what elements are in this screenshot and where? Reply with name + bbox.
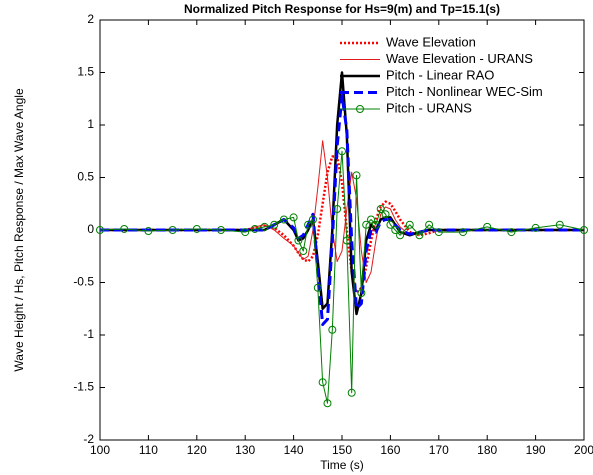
data-point — [386, 220, 395, 229]
data-point — [434, 228, 443, 237]
data-point — [333, 205, 342, 213]
data-point — [120, 224, 129, 233]
data-point — [415, 231, 424, 240]
legend-label: Pitch - URANS — [386, 100, 472, 115]
series-line — [100, 140, 584, 283]
x-tick-label: 100 — [90, 443, 110, 457]
data-point — [270, 220, 279, 229]
y-tick-label: -0.5 — [73, 275, 94, 289]
data-point — [555, 220, 564, 229]
x-tick-label: 130 — [235, 443, 255, 457]
legend-label: Pitch - Nonlinear WEC-Sim — [386, 84, 543, 99]
y-tick-label: 2 — [87, 12, 94, 26]
x-tick-label: 150 — [332, 443, 352, 457]
data-point — [342, 236, 351, 245]
series-line — [100, 94, 584, 326]
x-tick-label: 160 — [380, 443, 400, 457]
data-point — [323, 399, 332, 408]
x-tick-label: 120 — [187, 443, 207, 457]
data-point — [328, 325, 337, 334]
data-point — [381, 210, 390, 219]
data-point — [308, 215, 317, 224]
data-point — [299, 247, 308, 255]
data-point — [357, 289, 366, 297]
data-point — [531, 223, 540, 232]
data-point — [352, 171, 361, 180]
data-point — [367, 215, 376, 224]
data-point — [250, 224, 259, 233]
data-point — [580, 226, 588, 234]
x-axis-label: Time (s) — [320, 458, 364, 472]
x-tick-label: 190 — [526, 443, 546, 457]
y-tick-label: 0 — [87, 222, 94, 236]
data-point — [371, 220, 380, 229]
data-point — [483, 222, 492, 231]
legend-label: Wave Elevation - URANS — [386, 51, 533, 66]
data-point — [241, 228, 250, 237]
data-point — [289, 213, 298, 222]
data-point — [405, 220, 414, 229]
data-point — [304, 220, 313, 229]
x-tick-label: 110 — [139, 443, 158, 457]
x-tick-label: 140 — [284, 443, 304, 457]
x-tick-label: 180 — [477, 443, 497, 457]
data-point — [459, 228, 467, 237]
data-point — [168, 226, 177, 234]
data-point — [507, 228, 516, 237]
series-line — [99, 150, 585, 404]
y-tick-label: -2 — [83, 432, 94, 446]
data-point — [313, 283, 322, 292]
data-point — [260, 222, 269, 231]
y-tick-label: 1.5 — [77, 65, 94, 79]
series-line — [100, 155, 584, 295]
y-tick-label: -1 — [83, 327, 94, 341]
x-tick-label: 170 — [429, 443, 449, 457]
y-tick-label: 0.5 — [77, 170, 94, 184]
data-point — [294, 236, 303, 245]
legend-label: Wave Elevation — [386, 34, 476, 49]
x-tick-label: 200 — [574, 443, 593, 457]
data-point — [318, 378, 327, 387]
data-point — [96, 226, 104, 234]
legend-marker — [356, 105, 364, 113]
data-point — [362, 220, 371, 229]
legend-label: Pitch - Linear RAO — [386, 67, 494, 82]
y-tick-label: 1 — [87, 117, 94, 131]
data-point — [376, 205, 385, 213]
data-point — [396, 231, 405, 240]
data-point — [338, 147, 346, 156]
data-point — [391, 226, 400, 234]
y-axis-label: Wave Height / Hs, Pitch Response / Max W… — [12, 88, 26, 372]
data-point — [192, 224, 201, 233]
data-point — [217, 226, 225, 234]
data-point — [279, 215, 288, 224]
data-point — [144, 227, 153, 236]
data-point — [347, 388, 356, 397]
y-tick-label: -1.5 — [73, 380, 94, 394]
chart-title: Normalized Pitch Response for Hs=9(m) an… — [184, 2, 500, 16]
data-point — [425, 220, 434, 229]
